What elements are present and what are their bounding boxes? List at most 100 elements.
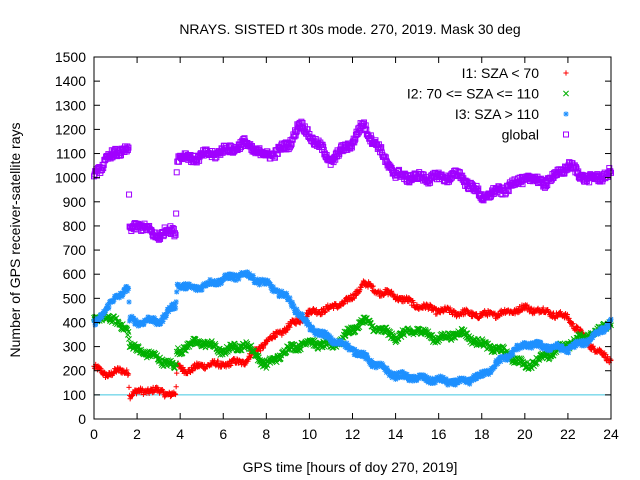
data-point xyxy=(126,384,132,390)
x-tick-label: 14 xyxy=(388,426,404,442)
data-point xyxy=(173,210,180,217)
data-point xyxy=(146,390,152,396)
data-point xyxy=(125,286,132,292)
legend-marker xyxy=(563,131,569,138)
data-layer xyxy=(91,118,614,402)
data-point xyxy=(602,354,608,361)
data-point xyxy=(190,368,196,374)
data-point xyxy=(125,328,132,335)
data-point xyxy=(524,302,530,308)
legend-label: I3: SZA > 110 xyxy=(455,106,539,122)
x-tick-label: 20 xyxy=(517,426,533,442)
data-point xyxy=(232,342,239,349)
data-point xyxy=(214,361,220,367)
data-point xyxy=(155,385,161,391)
data-point xyxy=(575,324,581,330)
x-tick-label: 16 xyxy=(431,426,447,442)
data-point xyxy=(124,367,130,373)
y-tick-label: 1400 xyxy=(55,73,86,89)
data-point xyxy=(266,337,272,343)
data-point xyxy=(434,311,440,317)
data-point xyxy=(286,323,292,330)
data-point xyxy=(228,362,234,369)
data-point xyxy=(557,309,564,315)
data-point xyxy=(172,305,179,311)
data-point xyxy=(212,340,219,347)
data-point xyxy=(600,351,607,357)
x-axis-label: GPS time [hours of doy 270, 2019] xyxy=(243,459,458,475)
data-point xyxy=(540,305,546,311)
data-point xyxy=(598,348,604,354)
data-point xyxy=(440,309,446,315)
data-point xyxy=(174,370,180,376)
data-point xyxy=(113,315,120,321)
x-tick-label: 24 xyxy=(603,426,619,442)
x-tick-label: 2 xyxy=(133,426,141,442)
data-point xyxy=(299,311,306,318)
data-point xyxy=(97,365,103,371)
legend: I1: SZA < 70 I2: 70 <= SZA <= 110 I3: SZA … xyxy=(407,65,569,143)
y-axis-label: Number of GPS receiver-satellite rays xyxy=(7,123,23,358)
y-tick-label: 900 xyxy=(63,194,87,210)
data-point xyxy=(245,358,251,364)
data-point xyxy=(272,334,279,340)
data-point xyxy=(98,366,104,372)
data-point xyxy=(234,356,240,362)
data-point xyxy=(160,389,166,395)
data-point xyxy=(370,283,376,289)
x-tick-label: 10 xyxy=(302,426,318,442)
y-tick-label: 200 xyxy=(63,363,87,379)
data-point xyxy=(566,315,572,321)
data-point xyxy=(313,307,319,313)
data-point xyxy=(447,305,453,311)
data-point xyxy=(133,391,140,397)
series-1 xyxy=(91,278,614,402)
legend-label: global xyxy=(502,127,539,143)
data-point xyxy=(125,371,132,377)
y-tick-label: 400 xyxy=(63,314,87,330)
data-point xyxy=(126,336,132,342)
data-point xyxy=(272,334,278,341)
data-point xyxy=(351,295,357,301)
data-point xyxy=(180,364,186,371)
data-point xyxy=(162,394,168,400)
y-tick-label: 800 xyxy=(63,218,87,234)
data-point xyxy=(607,358,614,364)
data-point xyxy=(173,384,179,390)
data-point xyxy=(531,310,538,316)
data-point xyxy=(463,306,469,312)
x-tick-label: 22 xyxy=(560,426,576,442)
data-point xyxy=(202,366,208,372)
data-point xyxy=(231,340,238,347)
y-tick-label: 0 xyxy=(78,411,86,427)
chart-title: NRAYS. SISTED rt 30s mode. 270, 2019. Ma… xyxy=(179,21,520,37)
data-point xyxy=(348,292,354,299)
data-point xyxy=(375,289,381,295)
data-point xyxy=(154,384,160,390)
data-point xyxy=(352,292,358,299)
legend-marker xyxy=(563,111,569,117)
data-point xyxy=(167,393,174,400)
data-point xyxy=(123,325,130,332)
data-point xyxy=(173,299,179,305)
legend-marker xyxy=(563,90,569,97)
data-point xyxy=(199,343,205,350)
data-point xyxy=(528,305,534,311)
data-point xyxy=(262,342,268,348)
data-point xyxy=(598,347,604,353)
data-point xyxy=(306,312,312,318)
data-point xyxy=(392,297,399,303)
y-tick-label: 100 xyxy=(63,387,87,403)
data-point xyxy=(410,299,416,306)
legend-label: I2: 70 <= SZA <= 110 xyxy=(407,86,539,102)
data-point xyxy=(384,287,391,293)
y-tick-label: 1200 xyxy=(55,121,86,137)
y-tick-label: 500 xyxy=(63,290,87,306)
y-tick-label: 700 xyxy=(63,242,87,258)
data-point xyxy=(358,284,364,291)
data-point xyxy=(512,311,518,317)
y-tick-label: 1000 xyxy=(55,170,86,186)
data-point xyxy=(445,304,451,311)
data-point xyxy=(450,309,456,315)
data-point xyxy=(284,327,290,333)
